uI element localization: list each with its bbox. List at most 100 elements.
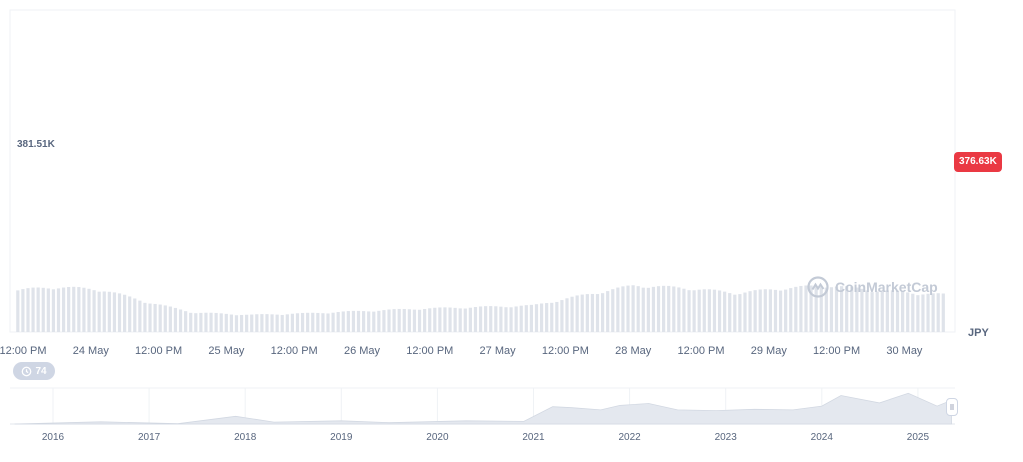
current-price-badge: 376.63K — [954, 152, 1002, 172]
volume-bar — [631, 285, 635, 332]
volume-bar — [565, 298, 569, 332]
x-tick-label: 26 May — [344, 345, 381, 357]
volume-bar — [804, 285, 808, 332]
volume-bar — [234, 315, 239, 332]
volume-bar — [351, 310, 356, 332]
volume-bar — [143, 302, 147, 332]
navigator-year-label: 2024 — [811, 432, 834, 443]
x-tick-label: 12:00 PM — [542, 345, 589, 357]
currency-label: JPY — [968, 327, 989, 339]
volume-bar — [662, 285, 666, 332]
navigator-year-label: 2017 — [138, 432, 161, 443]
volume-bar — [448, 307, 452, 332]
volume-bar — [875, 291, 879, 332]
volume-bar — [799, 285, 803, 332]
volume-bar — [133, 298, 137, 332]
volume-bar — [489, 306, 493, 332]
volume-bar — [443, 307, 447, 332]
volume-bar — [51, 289, 56, 332]
volume-bar — [112, 292, 117, 332]
volume-bar — [199, 312, 203, 332]
volume-bar — [707, 289, 711, 332]
volume-bar — [61, 287, 66, 332]
volume-bar — [824, 287, 828, 332]
navigator-year-label: 2019 — [330, 432, 353, 443]
volume-bar — [829, 287, 834, 332]
volume-bar — [184, 311, 188, 332]
volume-bar — [702, 289, 706, 332]
volume-bar — [468, 307, 472, 332]
volume-bar — [753, 290, 757, 332]
volume-bar — [107, 291, 111, 332]
x-tick-label: 12:00 PM — [813, 345, 860, 357]
volume-bar — [92, 290, 96, 332]
volume-bar — [356, 310, 361, 332]
volume-bar — [72, 286, 76, 332]
volume-bar — [560, 300, 564, 332]
volume-bar — [784, 289, 788, 332]
volume-bar — [890, 290, 895, 332]
volume-bar — [31, 287, 35, 332]
volume-bar — [290, 313, 295, 332]
volume-bar — [570, 296, 574, 332]
volume-bar — [672, 286, 676, 332]
volume-bar — [646, 287, 650, 332]
volume-bar — [641, 287, 645, 332]
navigator-year-label: 2023 — [715, 432, 738, 443]
history-icon — [22, 366, 32, 376]
navigator-year-label: 2022 — [618, 432, 641, 443]
volume-bar — [865, 290, 869, 332]
x-tick-label: 30 May — [886, 345, 923, 357]
volume-bar — [534, 304, 539, 332]
volume-bar — [555, 301, 559, 332]
volume-bar — [204, 312, 208, 332]
volume-bar — [682, 288, 686, 332]
volume-bar — [595, 294, 600, 332]
volume-bar — [382, 310, 386, 332]
navigator[interactable]: 2016 2017 2018 2019 2020 2021 2022 2023 2024 2025 — [10, 387, 955, 443]
volume-bar — [397, 308, 401, 332]
volume-bar — [855, 287, 859, 332]
volume-bar — [260, 314, 264, 332]
events-count: 74 — [35, 365, 47, 377]
volume-bar — [453, 307, 457, 332]
volume-bars — [16, 285, 945, 332]
volume-bar — [743, 292, 747, 332]
volume-bar — [219, 313, 223, 332]
volume-bar — [941, 293, 945, 332]
volume-bar — [738, 294, 742, 332]
volume-bar — [748, 291, 752, 332]
x-tick-label: 29 May — [751, 345, 788, 357]
volume-bar — [82, 287, 86, 332]
volume-bar — [509, 307, 513, 332]
coinmarketcap-watermark: CoinMarketCap — [807, 276, 938, 298]
volume-bar — [906, 292, 910, 332]
volume-bar — [667, 285, 671, 332]
volume-bar — [931, 293, 935, 332]
volume-bar — [153, 303, 157, 332]
volume-bar — [768, 289, 772, 332]
x-tick-label: 27 May — [480, 345, 517, 357]
x-tick-label: 28 May — [615, 345, 652, 357]
volume-bar — [789, 288, 793, 332]
x-axis: 12:00 PM 24 May 12:00 PM 25 May 12:00 PM 26 M… — [0, 345, 923, 357]
drag-handle-icon — [950, 404, 954, 410]
volume-bar — [590, 293, 595, 332]
volume-bar — [173, 307, 178, 332]
events-toggle-button[interactable]: 74 — [13, 362, 55, 380]
navigator-handle[interactable] — [946, 398, 958, 416]
volume-bar — [41, 287, 45, 332]
volume-bar — [168, 306, 172, 332]
volume-bar — [97, 291, 101, 332]
volume-bar — [717, 290, 722, 332]
volume-bar — [885, 290, 889, 332]
watermark-text: CoinMarketCap — [835, 279, 938, 295]
volume-bar — [514, 306, 518, 332]
volume-bar — [651, 286, 656, 332]
volume-bar — [300, 312, 305, 332]
volume-bar — [336, 312, 340, 332]
volume-bar — [458, 308, 462, 332]
volume-bar — [763, 289, 767, 332]
volume-bar — [402, 308, 406, 332]
